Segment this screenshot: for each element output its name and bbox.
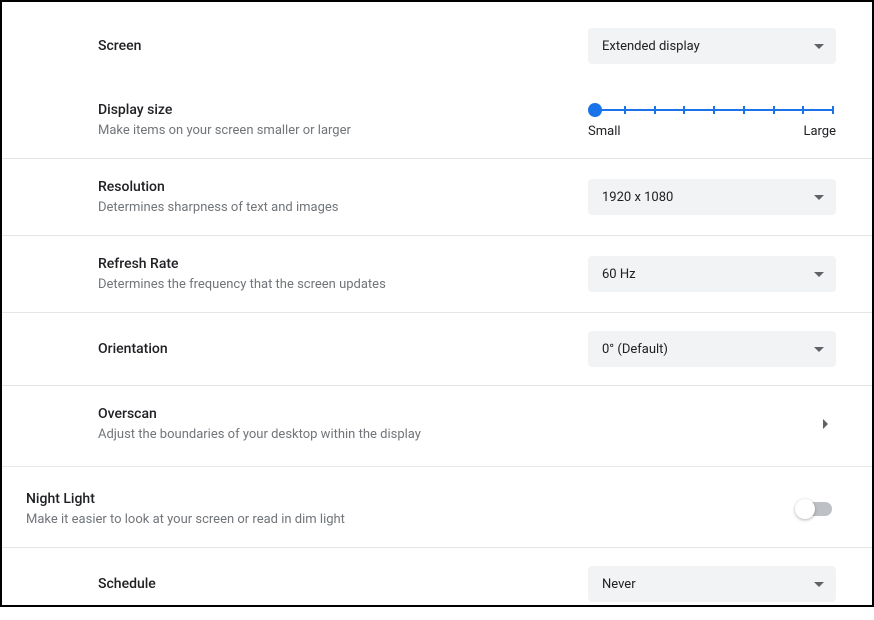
overscan-label-block: Overscan Adjust the boundaries of your d… [98,404,823,444]
schedule-dropdown-value: Never [602,577,636,592]
screen-row: Screen Extended display [2,2,872,82]
refresh-rate-label-block: Refresh Rate Determines the frequency th… [98,254,588,294]
schedule-dropdown[interactable]: Never [588,566,836,602]
orientation-row: Orientation 0° (Default) [2,313,872,386]
schedule-row: Schedule Never [2,548,872,620]
slider-thumb[interactable] [588,103,602,117]
night-light-title: Night Light [26,489,798,509]
slider-tick [773,106,775,114]
slider-tick [713,106,715,114]
slider-min-label: Small [588,124,621,139]
overscan-title: Overscan [98,404,823,424]
slider-tick [802,106,804,114]
chevron-down-icon [814,347,824,352]
resolution-dropdown[interactable]: 1920 x 1080 [588,179,836,215]
resolution-sub: Determines sharpness of text and images [98,199,588,217]
slider-tick [683,106,685,114]
refresh-rate-row: Refresh Rate Determines the frequency th… [2,236,872,313]
refresh-rate-sub: Determines the frequency that the screen… [98,276,588,294]
display-size-label-block: Display size Make items on your screen s… [98,100,588,140]
slider-labels: Small Large [588,124,836,139]
schedule-title: Schedule [98,574,588,594]
screen-title: Screen [98,36,588,56]
display-size-sub: Make items on your screen smaller or lar… [98,122,588,140]
resolution-dropdown-value: 1920 x 1080 [602,190,673,205]
slider-tick [743,106,745,114]
display-size-slider[interactable]: Small Large [588,102,836,139]
slider-track[interactable] [588,102,836,118]
chevron-down-icon [814,44,824,49]
slider-tick [832,106,834,114]
chevron-down-icon [814,582,824,587]
slider-ticks [594,106,834,114]
refresh-rate-title: Refresh Rate [98,254,588,274]
night-light-toggle[interactable] [798,502,832,516]
slider-tick [654,106,656,114]
chevron-right-icon [823,419,828,429]
overscan-row[interactable]: Overscan Adjust the boundaries of your d… [2,386,872,462]
chevron-down-icon [814,272,824,277]
night-light-row: Night Light Make it easier to look at yo… [2,467,872,548]
slider-tick [624,106,626,114]
display-size-row: Display size Make items on your screen s… [2,82,872,159]
slider-max-label: Large [803,124,836,139]
resolution-label-block: Resolution Determines sharpness of text … [98,177,588,217]
toggle-knob [795,499,815,519]
orientation-title: Orientation [98,339,588,359]
refresh-rate-dropdown-value: 60 Hz [602,267,636,282]
night-light-sub: Make it easier to look at your screen or… [26,511,798,529]
resolution-title: Resolution [98,177,588,197]
schedule-label-block: Schedule [98,574,588,594]
display-size-title: Display size [98,100,588,120]
night-light-label-block: Night Light Make it easier to look at yo… [26,489,798,529]
screen-label-block: Screen [98,36,588,56]
refresh-rate-dropdown[interactable]: 60 Hz [588,256,836,292]
orientation-label-block: Orientation [98,339,588,359]
chevron-down-icon [814,195,824,200]
orientation-dropdown[interactable]: 0° (Default) [588,331,836,367]
screen-dropdown[interactable]: Extended display [588,28,836,64]
overscan-sub: Adjust the boundaries of your desktop wi… [98,426,823,444]
orientation-dropdown-value: 0° (Default) [602,342,668,357]
resolution-row: Resolution Determines sharpness of text … [2,159,872,236]
screen-dropdown-value: Extended display [602,39,700,54]
